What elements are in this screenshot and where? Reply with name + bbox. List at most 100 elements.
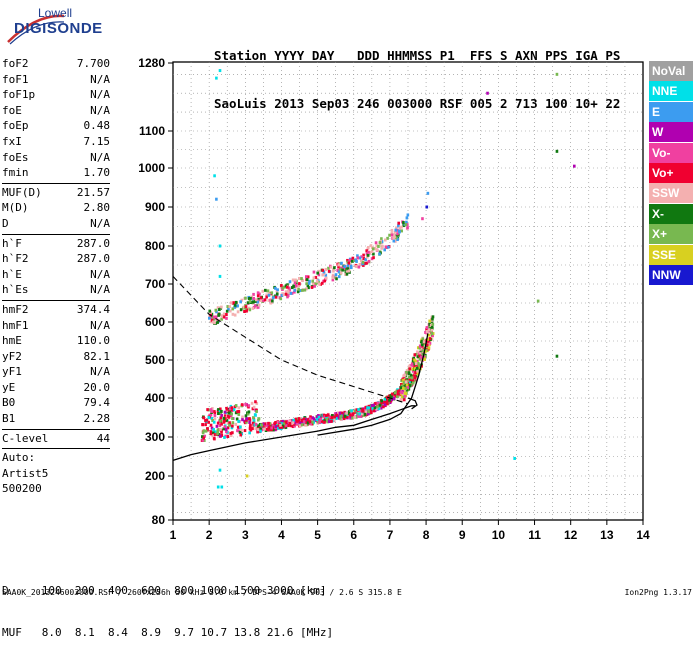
echo-point [339,267,342,271]
echo-point [321,268,325,272]
echo-point [354,258,358,262]
echo-point [360,412,364,416]
echo-point [305,423,309,427]
x-tick-label: 11 [528,528,541,542]
echo-point [413,353,417,357]
echo-point [302,420,306,424]
echo-point [216,430,220,434]
echo-point [373,406,377,410]
echo-point [245,308,249,312]
echo-point [280,422,283,426]
echo-point [403,394,407,398]
echo-point [418,344,422,348]
echo-point [256,305,260,309]
echo-point [405,388,409,392]
echo-point [207,420,210,424]
echo-point [410,383,413,387]
echo-point [293,288,297,292]
echo-point [325,418,329,422]
echo-point [236,425,240,429]
param-value: N/A [90,88,110,102]
echo-point [364,257,367,261]
echo-point [230,412,233,416]
echo-point [285,285,289,289]
echo-point [201,438,205,442]
echo-point [309,422,313,426]
logo-name-text: DIGISONDE [14,20,103,37]
echo-point [280,420,283,424]
muf-distance-table: D 100 200 400 600 800 1000 1500 3000 [km… [2,556,333,654]
echo-point [323,279,327,283]
echo-point [397,221,400,225]
echo-point [375,407,378,411]
echo-point [361,260,365,264]
echo-point [259,296,263,300]
echo-point [423,357,426,361]
echo-point [249,428,253,432]
param-value: N/A [90,72,110,86]
echo-point [275,292,279,296]
echo-point [403,391,407,395]
echo-point [218,244,222,248]
y-tick-label: 1000 [138,161,165,175]
echo-point [402,221,405,225]
muf-row: MUF 8.0 8.1 8.4 8.9 9.7 10.7 13.8 21.6 [… [2,626,334,639]
echo-point [294,283,298,287]
echo-point [232,408,236,412]
echo-point [372,252,375,256]
echo-point [380,237,383,241]
echo-point [356,254,359,258]
param-row: h`F 287.0 [2,236,110,252]
x-tick-label: 9 [459,528,466,542]
echo-point [289,291,293,295]
echo-point [305,278,309,282]
echo-point [367,406,371,410]
echo-point [388,233,391,237]
echo-point [227,307,230,311]
echo-point [211,419,214,423]
echo-point [380,240,384,244]
echo-point [324,267,328,271]
param-value: 287.0 [76,236,110,250]
echo-point [392,236,395,240]
echo-point [310,285,314,289]
echo-point [279,297,283,301]
echo-point [264,288,267,292]
param-value: 79.4 [83,396,111,410]
echo-point [336,269,340,273]
echo-point [347,269,351,273]
echo-point [318,421,321,425]
echo-point [237,412,241,416]
echo-point [257,417,261,421]
param-name: foF1 [2,72,29,86]
echo-point [322,272,326,276]
param-row: B0 79.4 [2,395,110,411]
param-row: hmE 110.0 [2,333,110,349]
echo-point [208,309,212,313]
echo-point [233,313,237,317]
echo-point [213,417,217,421]
echo-point [282,422,286,426]
param-name: fxI [2,134,22,148]
echo-point [228,305,232,309]
echo-point [372,256,375,260]
echo-point [212,315,216,319]
echo-point [430,332,434,336]
echo-point [300,288,304,292]
echo-point [299,421,302,425]
echo-point [335,413,338,417]
echo-point [297,287,300,291]
echo-point [375,244,378,248]
param-name: foEp [2,119,29,133]
echo-point [300,277,303,281]
echo-point [252,296,255,300]
echo-point [248,431,251,435]
echo-point [486,91,489,95]
echo-point [247,404,251,408]
echo-point [239,433,243,437]
echo-point [413,373,416,377]
echo-point [429,323,433,327]
echo-point [216,428,220,432]
echo-point [237,429,241,433]
echo-point [216,320,219,324]
